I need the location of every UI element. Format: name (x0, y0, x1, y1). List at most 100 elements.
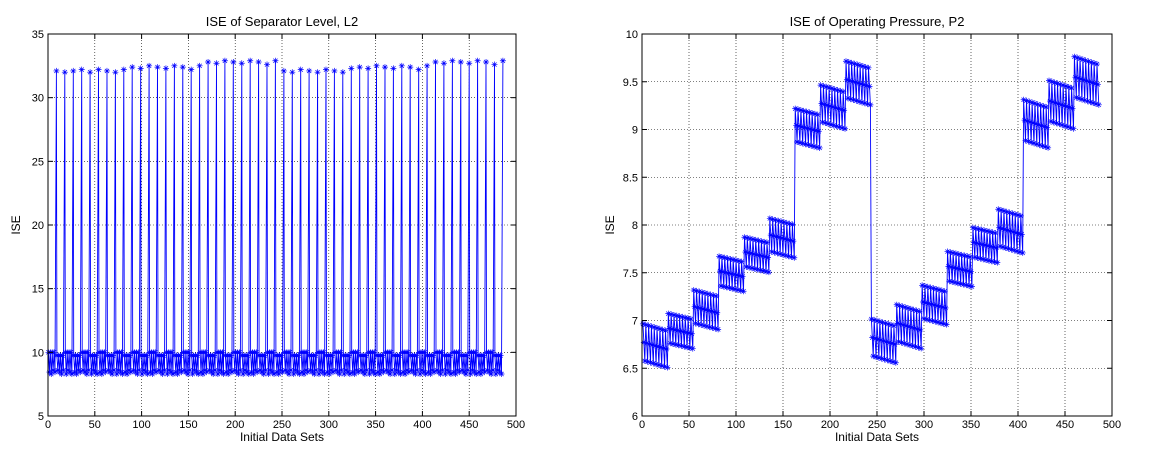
data-point (1005, 245, 1012, 252)
data-point (67, 349, 74, 356)
data-point (753, 251, 760, 258)
data-point (296, 370, 303, 377)
data-point (824, 102, 831, 109)
data-point (730, 256, 737, 263)
data-point (860, 81, 867, 88)
data-point (337, 349, 344, 356)
data-point (711, 308, 718, 315)
data-point (214, 370, 221, 377)
data-point (904, 341, 911, 348)
data-point (221, 57, 228, 64)
data-point (947, 249, 954, 256)
data-point (1021, 117, 1028, 124)
data-point (250, 370, 257, 377)
data-point (1078, 96, 1085, 103)
data-point (888, 321, 895, 328)
data-point (313, 367, 320, 374)
data-point (109, 370, 116, 377)
data-point (841, 107, 848, 114)
data-point (845, 59, 852, 66)
data-point (407, 64, 414, 71)
data-point (1054, 80, 1061, 87)
x-tick-label: 250 (868, 419, 886, 431)
data-point (858, 80, 865, 87)
data-point (372, 370, 379, 377)
data-point (819, 119, 826, 126)
x-tick-label: 500 (1103, 419, 1121, 431)
data-point (654, 324, 661, 331)
data-point (78, 66, 85, 73)
y-tick-label: 25 (32, 156, 44, 168)
data-point (1045, 144, 1052, 151)
data-point (922, 299, 929, 306)
data-point (958, 251, 965, 258)
data-point (772, 216, 779, 223)
data-point (919, 282, 926, 289)
data-point (986, 228, 993, 235)
data-point (477, 370, 484, 377)
data-point (767, 232, 774, 239)
data-point (1060, 82, 1067, 89)
data-point (896, 302, 903, 309)
data-point (859, 63, 866, 70)
data-point (899, 303, 906, 310)
data-point (924, 283, 931, 290)
data-point (483, 59, 490, 66)
data-point (467, 370, 474, 377)
x-axis-label: Initial Data Sets (240, 430, 324, 444)
data-point (981, 227, 988, 234)
data-point (169, 370, 176, 377)
data-point (936, 286, 943, 293)
data-point (741, 234, 748, 241)
data-point (1012, 211, 1019, 218)
data-point (742, 249, 749, 256)
data-point (848, 59, 855, 66)
data-point (796, 139, 803, 146)
data-point (737, 287, 744, 294)
data-point (338, 367, 345, 374)
data-point (185, 349, 192, 356)
data-point (656, 325, 663, 332)
data-point (331, 67, 338, 74)
data-point (698, 321, 705, 328)
data-point (928, 301, 935, 308)
data-point (152, 349, 159, 356)
data-point (641, 357, 648, 364)
data-point (833, 123, 840, 130)
data-point (790, 238, 797, 245)
x-axis-label: Initial Data Sets (835, 430, 919, 444)
data-point (1031, 100, 1038, 107)
data-point (228, 369, 235, 376)
data-point (756, 252, 763, 259)
data-point (942, 304, 949, 311)
data-point (902, 304, 909, 311)
data-point (286, 349, 293, 356)
data-point (701, 322, 708, 329)
data-point (822, 119, 829, 126)
data-point (680, 328, 687, 335)
data-point (1081, 97, 1088, 104)
data-point (842, 58, 849, 65)
data-point (821, 101, 828, 108)
data-point (734, 286, 741, 293)
data-point (1047, 118, 1054, 125)
data-point (139, 370, 146, 377)
data-point (900, 321, 907, 328)
data-point (665, 310, 672, 317)
data-point (341, 370, 348, 377)
data-point (245, 370, 252, 377)
data-point (164, 370, 171, 377)
data-point (1089, 79, 1096, 86)
data-point (778, 218, 785, 225)
data-point (966, 282, 973, 289)
data-point (696, 288, 703, 295)
data-point (211, 352, 218, 359)
data-point (456, 369, 463, 376)
data-point (1004, 227, 1011, 234)
data-point (691, 303, 698, 310)
data-point (424, 62, 431, 69)
data-point (326, 370, 333, 377)
data-point (466, 60, 473, 67)
data-point (731, 271, 738, 278)
